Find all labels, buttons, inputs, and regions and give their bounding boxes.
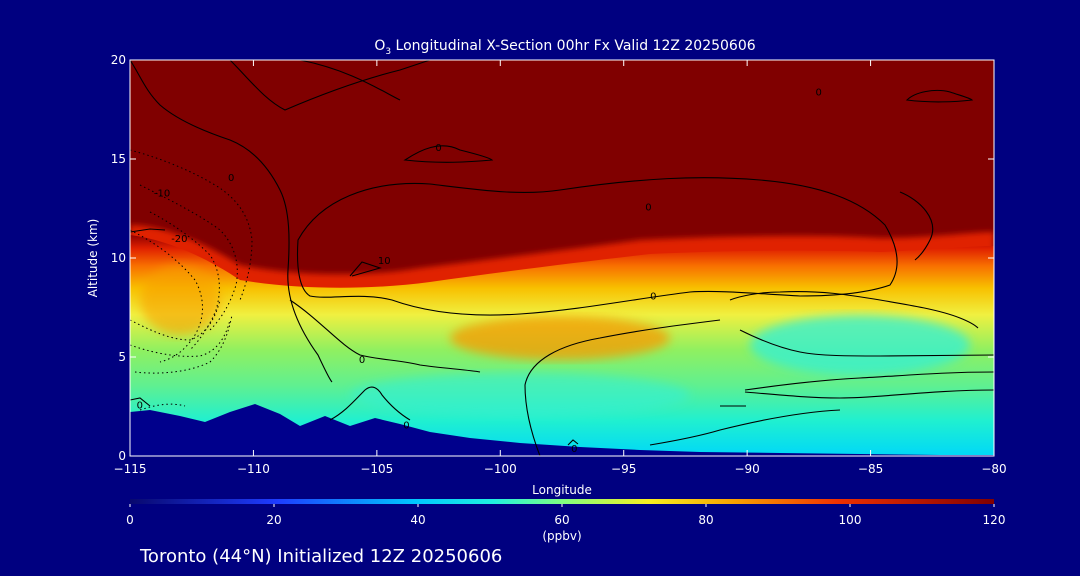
- cyan-blob-center: [350, 373, 690, 417]
- colorbar-tick-label: 60: [554, 513, 569, 527]
- orange-blob-mid: [450, 316, 670, 360]
- surface-terrain: [130, 404, 994, 456]
- colorbar-units: (ppbv): [542, 529, 581, 543]
- contour-label: -20: [171, 234, 187, 245]
- colorbar-tick-label: 0: [126, 513, 134, 527]
- y-tick-label: 0: [118, 449, 126, 463]
- y-tick-label: 20: [111, 53, 126, 67]
- y-tick-label: 5: [118, 350, 126, 364]
- contour-label: 0: [650, 292, 656, 303]
- colorbar: [130, 499, 994, 504]
- contour-lines: [130, 60, 994, 456]
- x-tick-label: −110: [237, 462, 270, 476]
- contour-label: 0: [816, 88, 822, 99]
- y-tick-label: 15: [111, 152, 126, 166]
- x-tick-label: −85: [858, 462, 883, 476]
- x-axis-ticks: −115 −110 −105 −100 −95 −90 −85 −80: [114, 60, 1007, 476]
- x-axis-label: Longitude: [532, 483, 592, 497]
- x-tick-label: −115: [114, 462, 147, 476]
- footer-caption: Toronto (44°N) Initialized 12Z 20250606: [139, 546, 502, 567]
- colorbar-tick-label: 100: [839, 513, 862, 527]
- contour-label: 0: [359, 355, 365, 366]
- colorbar-tick-label: 120: [983, 513, 1006, 527]
- y-tick-label: 10: [111, 251, 126, 265]
- x-tick-label: −90: [734, 462, 759, 476]
- cyan-blob-east: [750, 315, 970, 375]
- contour-label: 0: [571, 444, 577, 455]
- colorbar-tick-label: 20: [266, 513, 281, 527]
- contour-labels: 0 0 0 0 10 0 0 0 0 0 -10 -20: [137, 88, 822, 455]
- colorbar-tick-label: 80: [698, 513, 713, 527]
- y-axis-label: Altitude (km): [86, 219, 100, 298]
- colorbar-tick-label: 40: [410, 513, 425, 527]
- contour-label: 0: [435, 143, 441, 154]
- x-tick-label: −80: [981, 462, 1006, 476]
- x-tick-label: −100: [484, 462, 517, 476]
- contour-label: 0: [403, 420, 409, 431]
- contour-label: -10: [154, 189, 170, 200]
- y-axis-ticks: 0 5 10 15 20: [111, 53, 994, 463]
- contour-label: 10: [378, 256, 391, 267]
- contour-label: 0: [228, 173, 234, 184]
- contour-label: 0: [137, 401, 143, 412]
- orange-blob-west: [140, 265, 220, 335]
- chart-title: O3 Longitudinal X-Section 00hr Fx Valid …: [374, 38, 755, 57]
- contour-label: 0: [645, 203, 651, 214]
- plot-area: 0 0 0 0 10 0 0 0 0 0 -10 -20: [130, 60, 994, 456]
- negative-contour-lines: [130, 149, 253, 411]
- x-tick-label: −95: [611, 462, 636, 476]
- x-tick-label: −105: [360, 462, 393, 476]
- colorbar-ticks: 0 20 40 60 80 100 120: [126, 504, 1005, 527]
